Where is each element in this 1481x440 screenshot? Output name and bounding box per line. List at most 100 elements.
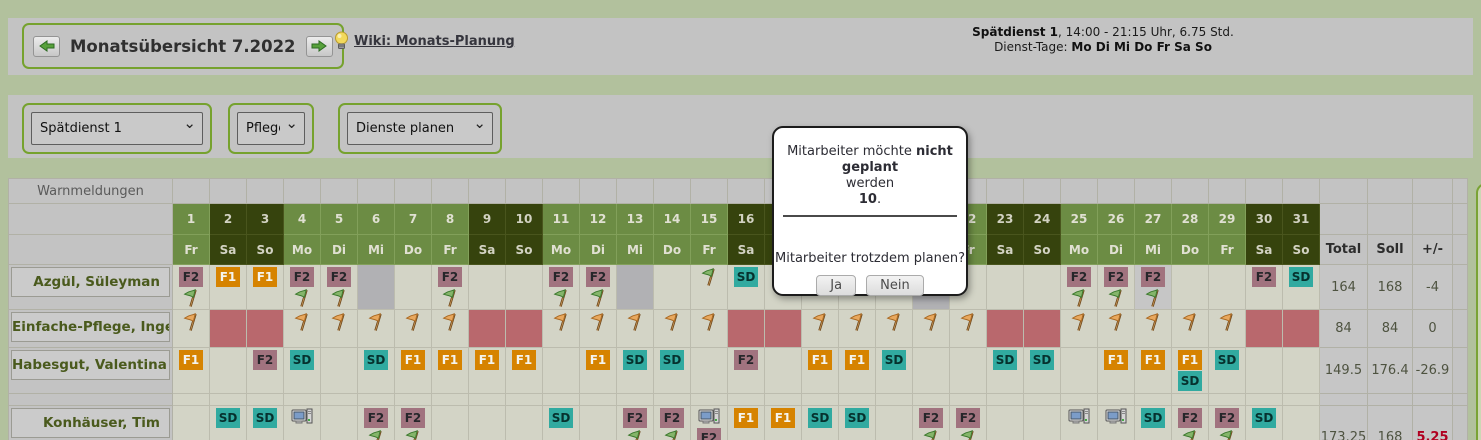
day-cell[interactable] bbox=[1060, 347, 1098, 394]
day-cell[interactable]: F2 bbox=[542, 264, 580, 310]
day-cell[interactable] bbox=[949, 309, 987, 348]
day-cell[interactable]: F1 bbox=[801, 347, 839, 394]
day-cell[interactable] bbox=[653, 264, 691, 310]
day-cell[interactable] bbox=[357, 264, 395, 310]
day-cell[interactable] bbox=[283, 309, 321, 348]
day-cell[interactable]: SD bbox=[838, 405, 876, 440]
day-cell[interactable] bbox=[1171, 264, 1209, 310]
day-cell[interactable]: F2 bbox=[320, 264, 358, 310]
day-cell[interactable] bbox=[542, 347, 580, 394]
day-cell[interactable]: F2 bbox=[1134, 264, 1172, 310]
day-cell[interactable] bbox=[1134, 309, 1172, 348]
day-cell[interactable]: F1 bbox=[431, 347, 469, 394]
day-cell[interactable] bbox=[283, 405, 321, 440]
shift-select[interactable]: Spätdienst 1 bbox=[31, 112, 203, 145]
day-cell[interactable] bbox=[764, 309, 802, 348]
day-cell[interactable] bbox=[1171, 309, 1209, 348]
day-cell[interactable] bbox=[690, 347, 728, 394]
day-cell[interactable]: SD bbox=[875, 347, 913, 394]
day-cell[interactable]: F2 bbox=[579, 264, 617, 310]
day-cell[interactable] bbox=[320, 309, 358, 348]
day-cell[interactable]: SD bbox=[653, 347, 691, 394]
day-cell[interactable]: SD bbox=[209, 405, 247, 440]
day-cell[interactable] bbox=[838, 309, 876, 348]
day-cell[interactable] bbox=[616, 309, 654, 348]
day-cell[interactable]: F1 bbox=[764, 405, 802, 440]
day-cell[interactable]: F2 bbox=[246, 347, 284, 394]
day-cell[interactable]: F2 bbox=[1208, 405, 1246, 440]
day-cell[interactable]: F2 bbox=[1097, 264, 1135, 310]
day-cell[interactable]: F1 bbox=[394, 347, 432, 394]
day-cell[interactable]: SD bbox=[357, 347, 395, 394]
day-cell[interactable] bbox=[209, 347, 247, 394]
day-cell[interactable] bbox=[1060, 405, 1098, 440]
day-cell[interactable] bbox=[1245, 347, 1283, 394]
day-cell[interactable]: F1 bbox=[1134, 347, 1172, 394]
day-cell[interactable] bbox=[1282, 347, 1320, 394]
day-cell[interactable] bbox=[912, 309, 950, 348]
day-cell[interactable]: SD bbox=[986, 347, 1024, 394]
day-cell[interactable] bbox=[801, 309, 839, 348]
day-cell[interactable] bbox=[1023, 264, 1061, 310]
day-cell[interactable] bbox=[1245, 309, 1283, 348]
day-cell[interactable]: SD bbox=[542, 405, 580, 440]
day-cell[interactable]: F1 bbox=[838, 347, 876, 394]
day-cell[interactable]: SD bbox=[1282, 264, 1320, 310]
day-cell[interactable]: F2 bbox=[653, 405, 691, 440]
day-cell[interactable] bbox=[1097, 405, 1135, 440]
yes-button[interactable]: Ja bbox=[816, 275, 857, 296]
day-cell[interactable]: F2 bbox=[394, 405, 432, 440]
day-cell[interactable]: F1 bbox=[579, 347, 617, 394]
day-cell[interactable] bbox=[764, 347, 802, 394]
day-cell[interactable] bbox=[579, 405, 617, 440]
day-cell[interactable]: F1 bbox=[172, 347, 210, 394]
day-cell[interactable] bbox=[172, 405, 210, 440]
day-cell[interactable]: F1 bbox=[505, 347, 543, 394]
day-cell[interactable] bbox=[690, 309, 728, 348]
day-cell[interactable] bbox=[579, 309, 617, 348]
day-cell[interactable]: F1 bbox=[468, 347, 506, 394]
next-month-button[interactable] bbox=[305, 35, 333, 57]
day-cell[interactable] bbox=[1208, 264, 1246, 310]
day-cell[interactable] bbox=[912, 347, 950, 394]
day-cell[interactable]: F2 bbox=[1171, 405, 1209, 440]
day-cell[interactable]: SD bbox=[801, 405, 839, 440]
day-cell[interactable] bbox=[653, 309, 691, 348]
day-cell[interactable] bbox=[875, 405, 913, 440]
day-cell[interactable] bbox=[1060, 309, 1098, 348]
day-cell[interactable]: SD bbox=[1208, 347, 1246, 394]
day-cell[interactable] bbox=[690, 264, 728, 310]
day-cell[interactable] bbox=[616, 264, 654, 310]
day-cell[interactable] bbox=[431, 309, 469, 348]
day-cell[interactable]: F2 bbox=[357, 405, 395, 440]
day-cell[interactable] bbox=[320, 347, 358, 394]
day-cell[interactable] bbox=[431, 405, 469, 440]
day-cell[interactable] bbox=[1282, 405, 1320, 440]
day-cell[interactable]: SD bbox=[1245, 405, 1283, 440]
day-cell[interactable] bbox=[1097, 309, 1135, 348]
day-cell[interactable] bbox=[468, 309, 506, 348]
day-cell[interactable]: F2 bbox=[283, 264, 321, 310]
day-cell[interactable] bbox=[727, 309, 765, 348]
day-cell[interactable] bbox=[542, 309, 580, 348]
day-cell[interactable]: F2 bbox=[727, 347, 765, 394]
day-cell[interactable]: F1 bbox=[209, 264, 247, 310]
employee-name[interactable]: Azgül, Süleyman bbox=[11, 267, 170, 297]
day-cell[interactable] bbox=[949, 347, 987, 394]
day-cell[interactable]: SD bbox=[616, 347, 654, 394]
day-cell[interactable]: F2 bbox=[431, 264, 469, 310]
day-cell[interactable] bbox=[320, 405, 358, 440]
department-select[interactable]: Pflege bbox=[237, 112, 305, 145]
day-cell[interactable] bbox=[394, 264, 432, 310]
day-cell[interactable] bbox=[1023, 309, 1061, 348]
day-cell[interactable] bbox=[505, 264, 543, 310]
day-cell[interactable] bbox=[505, 405, 543, 440]
employee-name[interactable]: Habesgut, Valentina bbox=[11, 350, 170, 380]
day-cell[interactable]: F2 bbox=[1060, 264, 1098, 310]
day-cell[interactable] bbox=[986, 405, 1024, 440]
day-cell[interactable]: F2 bbox=[949, 405, 987, 440]
employee-name[interactable]: Einfache-Pflege, Inge bbox=[11, 312, 170, 342]
action-select[interactable]: Dienste planen bbox=[347, 112, 493, 145]
day-cell[interactable]: SD bbox=[1134, 405, 1172, 440]
day-cell[interactable] bbox=[1023, 405, 1061, 440]
